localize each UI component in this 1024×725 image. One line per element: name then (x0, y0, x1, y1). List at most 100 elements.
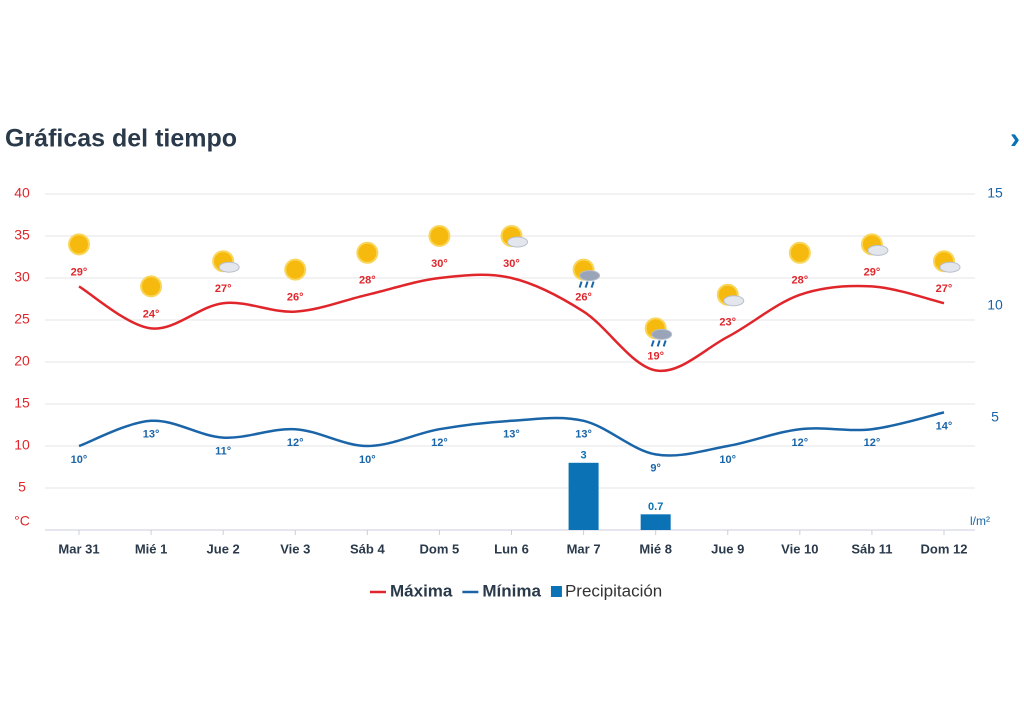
value-label: 13° (503, 429, 520, 441)
weather-icon (284, 258, 307, 281)
value-label: 24° (143, 308, 160, 320)
value-label: 27° (215, 283, 232, 295)
bar-label: 0.7 (648, 501, 663, 513)
y2-tick-label: 5 (991, 409, 999, 425)
x-tick-label: Sáb 4 (350, 541, 385, 556)
y-tick-label: 15 (14, 395, 30, 411)
bar-label: 3 (581, 450, 587, 462)
value-label: 29° (71, 266, 88, 278)
x-tick-label: Mar 7 (567, 541, 601, 556)
weather-icon (428, 225, 451, 247)
value-label: 19° (647, 350, 664, 362)
cloud (651, 328, 673, 340)
value-label: 12° (792, 437, 809, 449)
value-label: 12° (431, 437, 448, 449)
legend-label: Mínima (482, 581, 541, 600)
x-tick-label: Mié 1 (135, 541, 168, 556)
sun (788, 241, 811, 264)
rain (590, 281, 595, 288)
legend-label: Máxima (390, 581, 453, 600)
weather-icon (933, 250, 961, 273)
value-label: 10° (719, 454, 736, 466)
x-tick-label: Mar 31 (58, 541, 99, 556)
weather-icon (500, 225, 528, 248)
line-1 (78, 411, 945, 457)
x-tick-label: Sáb 11 (851, 541, 892, 556)
cloud (723, 295, 745, 307)
weather-icon (644, 317, 673, 347)
legend-label: Precipitación (565, 581, 662, 600)
value-label: 12° (287, 437, 304, 449)
cloud (507, 236, 528, 248)
cloud (939, 261, 961, 273)
value-label: 29° (864, 266, 881, 278)
value-label: 12° (864, 437, 881, 449)
value-label: 26° (287, 292, 304, 304)
y-tick-label: 40 (14, 185, 30, 201)
y2-tick-label: 15 (987, 185, 1003, 201)
page-title: Gráficas del tiempo (5, 125, 237, 153)
weather-icon (716, 283, 745, 307)
value-label: 28° (792, 275, 809, 287)
y-tick-label: 10 (14, 437, 30, 453)
value-label: 30° (431, 258, 448, 270)
y2-tick-label: l/m² (970, 514, 990, 528)
bar (568, 462, 599, 530)
value-label: 27° (936, 283, 953, 295)
weather-icon (140, 275, 163, 298)
weather-icon (860, 233, 889, 256)
weather-icon (212, 250, 240, 273)
y-tick-label: 20 (14, 353, 30, 369)
x-tick-label: Jue 9 (711, 541, 744, 556)
legend-item: Mínima (462, 581, 541, 600)
value-label: 26° (575, 292, 592, 304)
bar (640, 514, 671, 530)
value-label: 10° (71, 454, 88, 466)
line-0 (78, 273, 945, 373)
value-label: 28° (359, 275, 376, 287)
value-label: 11° (215, 446, 231, 458)
cloud (218, 261, 240, 273)
weather-icon (356, 241, 379, 264)
legend-item: Precipitación (550, 581, 662, 600)
y-tick-label: 25 (14, 311, 30, 327)
legend-swatch (550, 586, 562, 597)
weather-icon (572, 258, 601, 288)
y-tick-label: °C (14, 513, 30, 529)
x-tick-label: Jue 2 (207, 541, 240, 556)
y-tick-label: 30 (14, 269, 30, 285)
value-label: 23° (719, 317, 736, 329)
cloud (579, 270, 601, 282)
cloud (867, 244, 889, 256)
x-tick-label: Vie 3 (280, 541, 310, 556)
value-label: 14° (936, 420, 953, 432)
y2-tick-label: 10 (987, 297, 1003, 313)
y-tick-label: 5 (18, 479, 26, 495)
x-tick-label: Dom 5 (420, 541, 460, 556)
value-label: 9° (650, 462, 661, 474)
sun (68, 233, 90, 256)
rain (584, 281, 589, 288)
sun (428, 225, 451, 247)
sun (356, 241, 379, 264)
rain (662, 340, 667, 347)
value-label: 30° (503, 258, 520, 270)
x-tick-label: Mié 8 (639, 541, 672, 556)
value-label: 10° (359, 454, 376, 466)
rain (578, 281, 583, 288)
legend-item: Máxima (370, 581, 453, 600)
weather-icon (788, 241, 811, 264)
rain (650, 340, 655, 347)
rain (656, 340, 661, 347)
sun (284, 258, 307, 281)
y-tick-label: 35 (14, 227, 30, 243)
sun (140, 275, 163, 298)
x-tick-label: Dom 12 (921, 541, 968, 556)
x-tick-label: Vie 10 (781, 541, 818, 556)
next-button[interactable]: › (1010, 122, 1020, 155)
weather-icon (68, 233, 90, 256)
x-tick-label: Lun 6 (494, 541, 529, 556)
value-label: 13° (575, 429, 592, 441)
